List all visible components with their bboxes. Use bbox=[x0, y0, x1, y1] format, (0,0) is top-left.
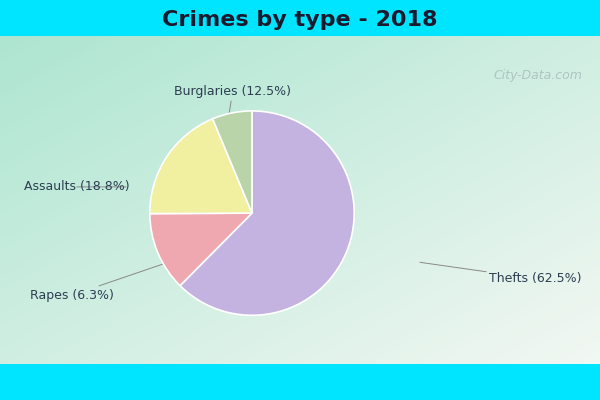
Wedge shape bbox=[180, 111, 354, 315]
Text: Thefts (62.5%): Thefts (62.5%) bbox=[420, 262, 581, 285]
Text: Rapes (6.3%): Rapes (6.3%) bbox=[30, 262, 168, 302]
Wedge shape bbox=[212, 111, 252, 213]
Text: Assaults (18.8%): Assaults (18.8%) bbox=[24, 180, 130, 193]
Text: Burglaries (12.5%): Burglaries (12.5%) bbox=[174, 85, 291, 121]
Wedge shape bbox=[150, 119, 252, 214]
Wedge shape bbox=[150, 213, 252, 286]
Text: Crimes by type - 2018: Crimes by type - 2018 bbox=[162, 10, 438, 30]
Text: City-Data.com: City-Data.com bbox=[493, 69, 582, 82]
